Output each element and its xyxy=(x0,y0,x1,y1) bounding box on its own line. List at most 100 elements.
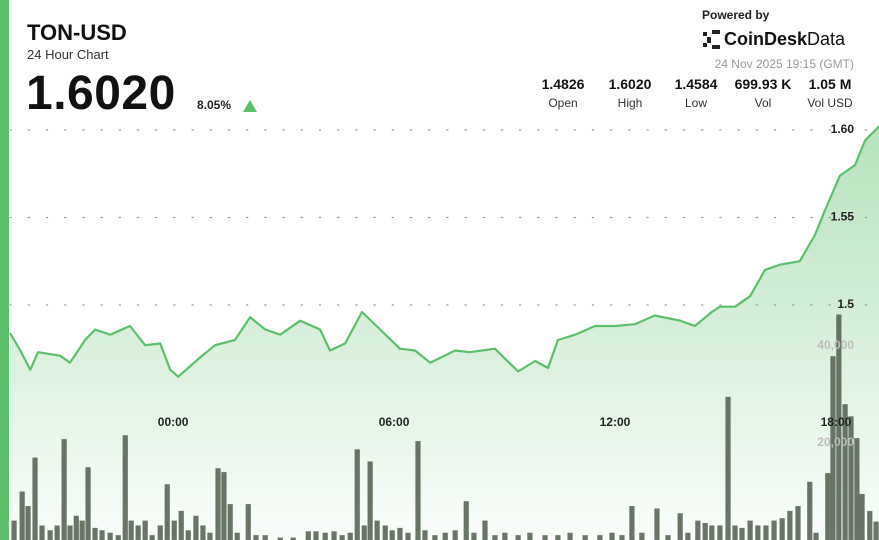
volume-bar xyxy=(725,396,731,540)
volume-bar xyxy=(397,527,403,540)
volume-bar xyxy=(122,435,128,540)
y-tick-label: 1.5 xyxy=(837,297,854,311)
volume-bar xyxy=(452,530,458,540)
volume-bar xyxy=(178,510,184,540)
stat-label: Vol xyxy=(754,96,772,110)
stat-label: Vol USD xyxy=(807,96,853,110)
volume-bar xyxy=(245,504,251,540)
x-tick-label: 06:00 xyxy=(379,415,410,429)
volume-bar xyxy=(415,441,421,540)
volume-bar xyxy=(859,493,865,540)
volume-bar xyxy=(492,535,498,540)
current-price: 1.6020 xyxy=(26,67,176,120)
volume-bar xyxy=(322,532,328,540)
volume-bar xyxy=(747,520,753,540)
volume-bar xyxy=(185,530,191,540)
volume-bar xyxy=(609,532,615,540)
volume-bar xyxy=(25,506,31,540)
volume-bar xyxy=(763,525,769,540)
volume-bar xyxy=(836,314,842,540)
volume-bar xyxy=(149,535,155,540)
stat-value: 699.93 K xyxy=(734,76,792,92)
accent-strip xyxy=(0,0,9,540)
y2-tick-label: 20,000 xyxy=(817,435,854,449)
volume-bar xyxy=(813,532,819,540)
volume-bar xyxy=(471,532,477,540)
volume-bar xyxy=(717,525,723,540)
volume-bar xyxy=(639,532,645,540)
volume-bar xyxy=(115,535,121,540)
volume-bar xyxy=(848,416,854,540)
volume-bar xyxy=(771,520,777,540)
volume-bar xyxy=(92,527,98,540)
volume-bar xyxy=(157,525,163,540)
volume-bar xyxy=(67,525,73,540)
brand-suffix: Data xyxy=(807,29,846,49)
volume-bar xyxy=(442,532,448,540)
volume-bar xyxy=(665,535,671,540)
volume-bar xyxy=(200,525,206,540)
x-tick-label: 18:00 xyxy=(821,415,852,429)
volume-bar xyxy=(405,532,411,540)
volume-bar xyxy=(685,532,691,540)
volume-bar xyxy=(99,530,105,540)
volume-bar xyxy=(128,520,134,540)
volume-bar xyxy=(854,438,860,540)
volume-bar xyxy=(542,535,548,540)
stat-label: Open xyxy=(548,96,578,110)
volume-bar xyxy=(253,535,259,540)
price-area xyxy=(10,126,879,540)
stat-label: Low xyxy=(684,96,707,110)
volume-bar xyxy=(629,506,635,540)
volume-bar xyxy=(262,535,268,540)
powered-by: Powered by xyxy=(702,8,770,22)
volume-bar xyxy=(11,520,17,540)
volume-bar xyxy=(313,531,319,540)
volume-bar xyxy=(709,525,715,540)
volume-bar xyxy=(107,532,113,540)
volume-bar xyxy=(221,472,227,540)
stat: 1.4826 Open xyxy=(528,76,598,110)
brand-name: CoinDesk xyxy=(724,29,808,49)
volume-bar xyxy=(795,506,801,540)
volume-bar xyxy=(432,535,438,540)
volume-bar xyxy=(755,525,761,540)
x-tick-label: 00:00 xyxy=(158,415,189,429)
symbol: TON-USD xyxy=(27,20,127,45)
volume-bar xyxy=(677,513,683,540)
timestamp: 24 Nov 2025 19:15 (GMT) xyxy=(714,57,854,71)
volume-bar xyxy=(331,531,337,540)
volume-bar xyxy=(79,520,85,540)
volume-bar xyxy=(695,520,701,540)
volume-bar xyxy=(482,520,488,540)
volume-bar xyxy=(85,467,91,540)
volume-bar xyxy=(702,523,708,540)
volume-bar xyxy=(867,510,873,540)
volume-bar xyxy=(215,468,221,540)
volume-bar xyxy=(347,532,353,540)
stat-value: 1.05 M xyxy=(808,76,852,92)
volume-bar xyxy=(374,520,380,540)
stat: 1.6020 High xyxy=(595,76,665,110)
volume-bar xyxy=(32,457,38,540)
volume-bar xyxy=(39,525,45,540)
volume-bar xyxy=(171,520,177,540)
volume-bar xyxy=(807,481,813,540)
volume-bar xyxy=(842,404,848,540)
volume-bar xyxy=(654,508,660,540)
volume-bar xyxy=(164,484,170,540)
volume-bar xyxy=(619,535,625,540)
volume-bar xyxy=(389,530,395,540)
stat: 1.05 M Vol USD xyxy=(795,76,865,110)
volume-bar xyxy=(19,491,25,540)
volume-bar xyxy=(339,535,345,540)
volume-bar xyxy=(825,473,831,540)
volume-bar xyxy=(502,532,508,540)
volume-bar xyxy=(382,525,388,540)
volume-bar xyxy=(73,515,79,540)
volume-bar xyxy=(732,525,738,540)
volume-bar xyxy=(277,537,283,540)
volume-bar xyxy=(555,535,561,540)
change-percent: 8.05% xyxy=(197,98,232,112)
